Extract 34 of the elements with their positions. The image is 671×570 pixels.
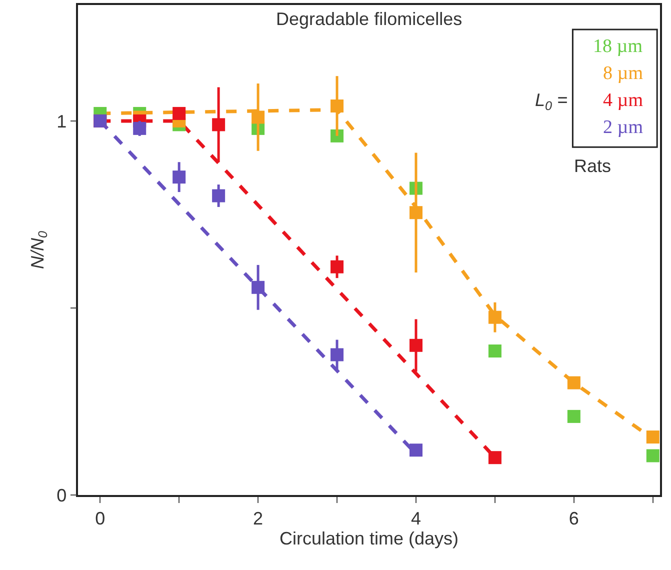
x-tick-label: 6 <box>568 508 579 528</box>
point <box>488 310 502 324</box>
point <box>252 280 265 294</box>
point <box>252 110 265 124</box>
x-tick-label: 4 <box>410 508 421 528</box>
point <box>488 451 502 464</box>
point <box>646 430 660 444</box>
point <box>567 410 580 423</box>
point <box>488 344 502 358</box>
point <box>409 206 422 220</box>
point <box>330 348 344 362</box>
point <box>172 106 186 120</box>
point <box>330 99 344 112</box>
point <box>330 129 344 142</box>
point <box>172 170 186 184</box>
text: 4 µm <box>603 90 644 111</box>
point <box>409 338 422 352</box>
legend-title: L$_{0}$ = <box>535 90 568 113</box>
point <box>409 444 422 457</box>
chart-title: Degradable filomicelles <box>276 9 462 29</box>
point <box>567 376 580 390</box>
x-tick-label: 2 <box>253 508 264 528</box>
point <box>212 189 226 202</box>
text: 18 µm <box>593 36 643 57</box>
y-tick-label: 1 <box>56 111 67 132</box>
text: 8 µm <box>603 63 644 84</box>
point <box>330 260 344 274</box>
text: 2 µm <box>603 117 644 138</box>
point <box>212 118 226 132</box>
annotation: Rats <box>574 156 612 176</box>
x-axis-title: Circulation time (days) <box>279 528 459 548</box>
point <box>646 449 660 462</box>
x-tick-label: 0 <box>95 508 106 528</box>
point <box>133 122 146 135</box>
